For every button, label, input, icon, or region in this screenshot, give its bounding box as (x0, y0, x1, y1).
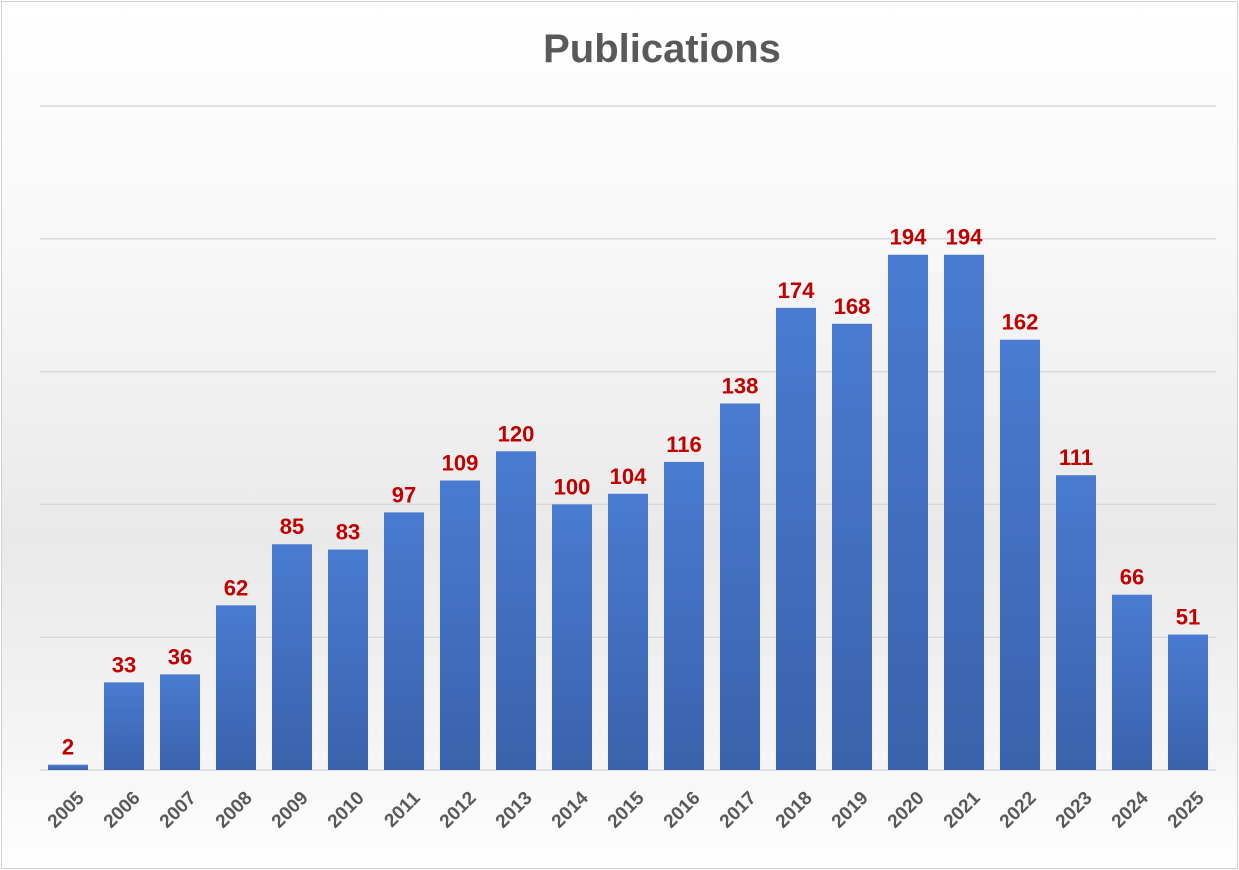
x-tick-2016: 2016 (660, 788, 705, 833)
bar-2023 (1055, 475, 1097, 770)
x-tick-2019: 2019 (828, 788, 873, 833)
bar-2009 (271, 544, 313, 770)
data-label-2017: 138 (722, 373, 759, 398)
data-label-2010: 83 (336, 520, 360, 545)
data-label-2018: 174 (778, 278, 815, 303)
data-label-2019: 168 (834, 294, 871, 319)
data-label-2024: 66 (1120, 565, 1144, 590)
data-label-2008: 62 (224, 575, 248, 600)
data-label-2011: 97 (392, 482, 416, 507)
data-label-2005: 2 (62, 735, 74, 760)
x-tick-2009: 2009 (268, 788, 313, 833)
bar-2014 (551, 504, 593, 770)
data-label-2009: 85 (280, 514, 304, 539)
x-tick-2014: 2014 (548, 787, 593, 832)
bar-2007 (159, 674, 201, 770)
data-label-2013: 120 (498, 421, 535, 446)
bar-2005 (47, 764, 89, 770)
data-label-2022: 162 (1002, 310, 1039, 335)
data-label-2023: 111 (1059, 445, 1093, 470)
bar-2006 (103, 682, 145, 770)
data-label-2015: 104 (610, 464, 647, 489)
x-tick-2021: 2021 (940, 787, 985, 832)
x-axis-ticks: 2005 2006 2007 2008 2009 2010 2011 2012 2013 2014… (44, 787, 1209, 832)
bar-2015 (607, 493, 649, 770)
x-tick-2023: 2023 (1052, 788, 1097, 833)
x-tick-2011: 2011 (381, 787, 425, 831)
data-label-2021: 194 (946, 225, 983, 250)
x-tick-2006: 2006 (100, 788, 145, 833)
bar-2019 (831, 323, 873, 770)
bars (47, 254, 1209, 771)
x-tick-2013: 2013 (492, 788, 537, 833)
x-tick-2012: 2012 (436, 788, 481, 833)
data-label-2014: 100 (554, 474, 591, 499)
data-label-2006: 33 (112, 652, 136, 677)
data-label-2007: 36 (168, 644, 192, 669)
x-tick-2017: 2017 (716, 788, 761, 833)
data-label-2016: 116 (666, 432, 702, 457)
data-label-2025: 51 (1176, 605, 1200, 630)
bar-2021 (943, 254, 985, 771)
bar-2010 (327, 549, 369, 770)
bar-2017 (719, 403, 761, 770)
bar-2013 (495, 451, 537, 770)
x-tick-2018: 2018 (772, 788, 817, 833)
x-tick-2007: 2007 (156, 788, 201, 833)
x-tick-2024: 2024 (1108, 787, 1153, 832)
data-labels: 2 33 36 62 85 83 97 109 120 100 104 116 138 174 168 194… (62, 225, 1200, 760)
bar-2008 (215, 605, 257, 770)
x-tick-2010: 2010 (324, 788, 369, 833)
bar-2024 (1111, 594, 1153, 770)
x-tick-2008: 2008 (212, 788, 257, 833)
x-tick-2020: 2020 (884, 788, 929, 833)
x-tick-2015: 2015 (604, 787, 649, 832)
bar-2012 (439, 480, 481, 770)
bar-2016 (663, 461, 705, 770)
data-label-2020: 194 (890, 225, 927, 250)
bar-2011 (383, 512, 425, 770)
bar-2022 (999, 339, 1041, 770)
x-tick-2005: 2005 (44, 787, 89, 832)
bar-2018 (775, 307, 817, 770)
x-tick-2025: 2025 (1164, 787, 1209, 832)
x-tick-2022: 2022 (996, 788, 1041, 833)
data-label-2012: 109 (442, 450, 479, 475)
bar-2025 (1167, 634, 1209, 770)
chart-title: Publications (543, 27, 781, 71)
bar-2020 (887, 254, 929, 771)
